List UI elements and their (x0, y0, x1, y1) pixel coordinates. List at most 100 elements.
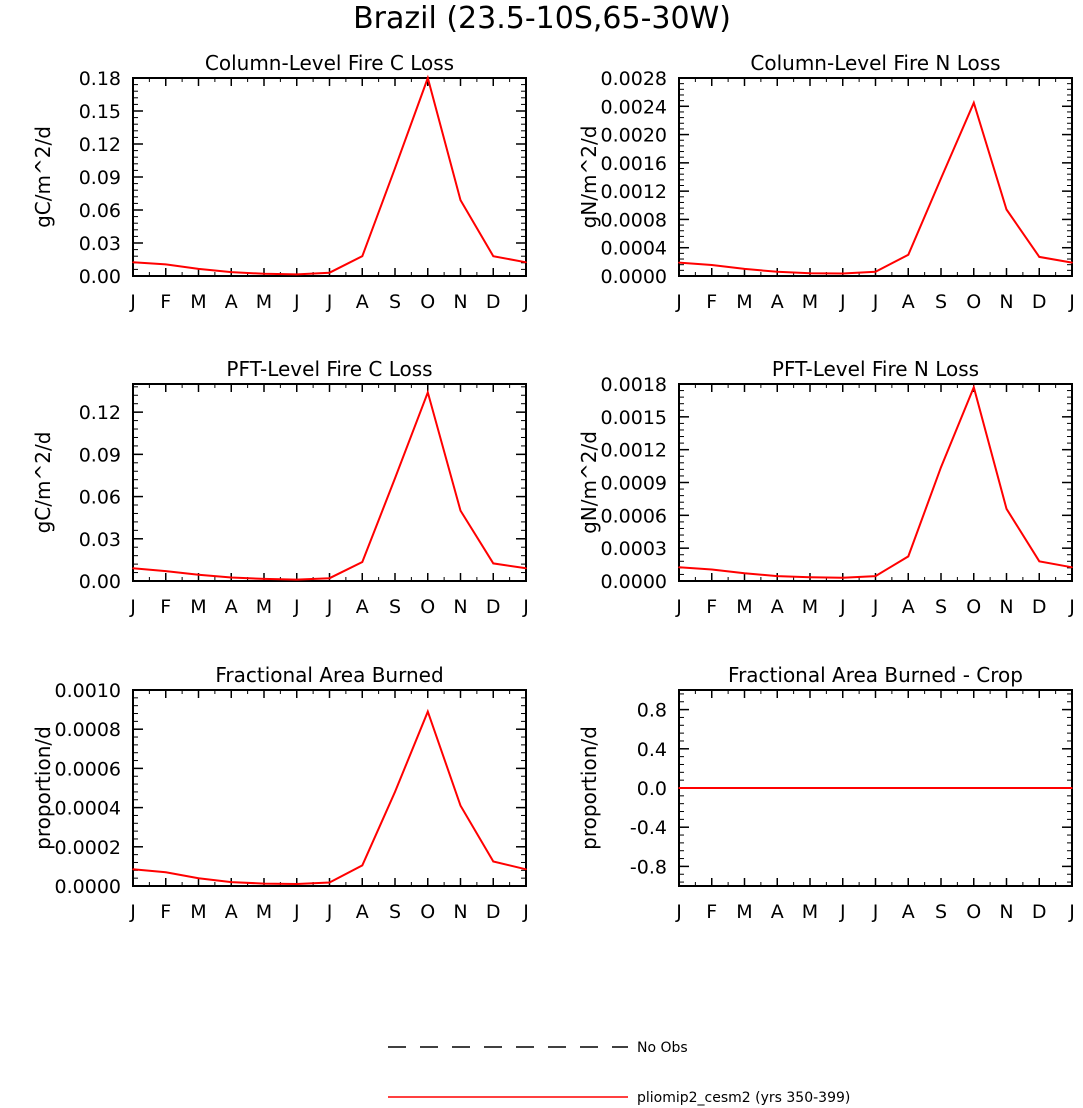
x-tick-label: J (1068, 901, 1075, 923)
data-point (361, 864, 364, 867)
x-tick-label: A (771, 596, 784, 618)
data-point (295, 273, 298, 276)
data-point (940, 177, 942, 180)
data-point (459, 199, 462, 201)
x-tick-label: M (190, 291, 206, 313)
data-point (132, 567, 134, 570)
data-point (328, 577, 331, 579)
data-point (164, 871, 167, 874)
data-point (874, 270, 877, 273)
y-tick-label: 0.0000 (601, 571, 667, 593)
data-point (1038, 787, 1041, 789)
x-tick-label: J (129, 901, 136, 923)
x-tick-label: J (839, 596, 846, 618)
x-tick-label: F (160, 901, 171, 923)
y-axis-label: gC/m^2/d (31, 126, 55, 228)
y-tick-label: 0.00 (79, 571, 121, 593)
x-tick-label: A (902, 901, 915, 923)
data-point (525, 567, 527, 570)
data-point (743, 787, 746, 789)
y-tick-label: 0.0000 (601, 266, 667, 288)
x-tick-label: J (839, 901, 846, 923)
data-point (525, 868, 527, 871)
x-tick-label: J (839, 291, 846, 313)
x-tick-label: A (771, 901, 784, 923)
data-point (809, 576, 811, 578)
y-tick-label: 0.0024 (601, 96, 667, 118)
y-tick-label: 0.03 (79, 529, 121, 551)
data-point (230, 271, 233, 273)
x-tick-label: A (225, 291, 238, 313)
x-tick-label: J (129, 291, 136, 313)
x-tick-label: S (935, 596, 947, 618)
y-tick-label: 0.0000 (55, 876, 121, 898)
x-tick-label: F (160, 291, 171, 313)
x-tick-label: F (706, 291, 717, 313)
data-point (710, 787, 713, 789)
x-tick-label: J (326, 901, 333, 923)
x-tick-label: N (453, 291, 467, 313)
chart-title: PFT-Level Fire C Loss (226, 357, 432, 381)
x-tick-label: F (706, 596, 717, 618)
data-point (361, 561, 364, 563)
data-point (295, 883, 298, 885)
chart-title: PFT-Level Fire N Loss (772, 357, 979, 381)
data-point (1005, 507, 1008, 510)
x-tick-label: J (326, 596, 333, 618)
data-point (197, 573, 200, 576)
y-axis-label: gC/m^2/d (31, 432, 55, 534)
x-tick-label: J (293, 901, 300, 923)
x-tick-label: N (999, 596, 1013, 618)
x-tick-label: M (802, 901, 818, 923)
x-tick-label: O (966, 596, 981, 618)
chart-panel-3: J F M A M J J A S O N D J0.000.030.060.090.12PFT-Lev… (31, 357, 529, 618)
x-tick-label: N (453, 596, 467, 618)
data-point (940, 787, 942, 789)
data-point (743, 268, 746, 270)
x-tick-label: J (872, 596, 879, 618)
x-tick-label: M (190, 901, 206, 923)
data-point (394, 477, 396, 480)
y-tick-label: 0.00 (79, 266, 121, 288)
data-point (263, 578, 265, 580)
data-point (230, 881, 233, 883)
data-point (132, 868, 134, 871)
figure-title: Brazil (23.5-10S,65-30W) (353, 1, 731, 36)
y-tick-label: -0.8 (630, 856, 667, 878)
plot-frame (132, 689, 527, 887)
series-line (132, 74, 527, 276)
y-tick-label: 0.0028 (601, 68, 667, 90)
series-line (678, 384, 1073, 579)
data-point (841, 787, 844, 789)
data-point (907, 787, 910, 789)
data-point (841, 576, 844, 579)
x-tick-label: D (486, 901, 501, 923)
chart-panel-4: J F M A M J J A S O N D J0.00000.00030.00060.00090.0… (577, 357, 1075, 618)
data-point (132, 261, 134, 264)
x-tick-label: J (872, 901, 879, 923)
plot-frame (132, 77, 527, 277)
y-tick-label: 0.12 (79, 402, 121, 424)
x-tick-label: M (736, 901, 752, 923)
data-point (1005, 787, 1008, 789)
y-axis-label: proportion/d (31, 726, 55, 850)
data-point (230, 576, 233, 579)
chart-panel-6: J F M A M J J A S O N D J-0.8-0.40.00.40.8Fractional… (577, 663, 1075, 923)
y-tick-label: 0.0012 (601, 440, 667, 462)
x-tick-label: J (522, 596, 529, 618)
x-tick-label: A (225, 901, 238, 923)
x-tick-label: M (802, 291, 818, 313)
x-tick-label: A (771, 291, 784, 313)
x-tick-label: J (1068, 596, 1075, 618)
x-tick-label: J (675, 291, 682, 313)
chart-title: Fractional Area Burned - Crop (728, 663, 1023, 687)
x-tick-label: J (1068, 291, 1075, 313)
data-point (426, 77, 429, 79)
x-tick-label: M (736, 291, 752, 313)
chart-title: Fractional Area Burned (215, 663, 443, 687)
data-point (1071, 566, 1073, 569)
x-tick-label: M (736, 596, 752, 618)
data-point (678, 566, 680, 569)
data-point (492, 860, 495, 863)
